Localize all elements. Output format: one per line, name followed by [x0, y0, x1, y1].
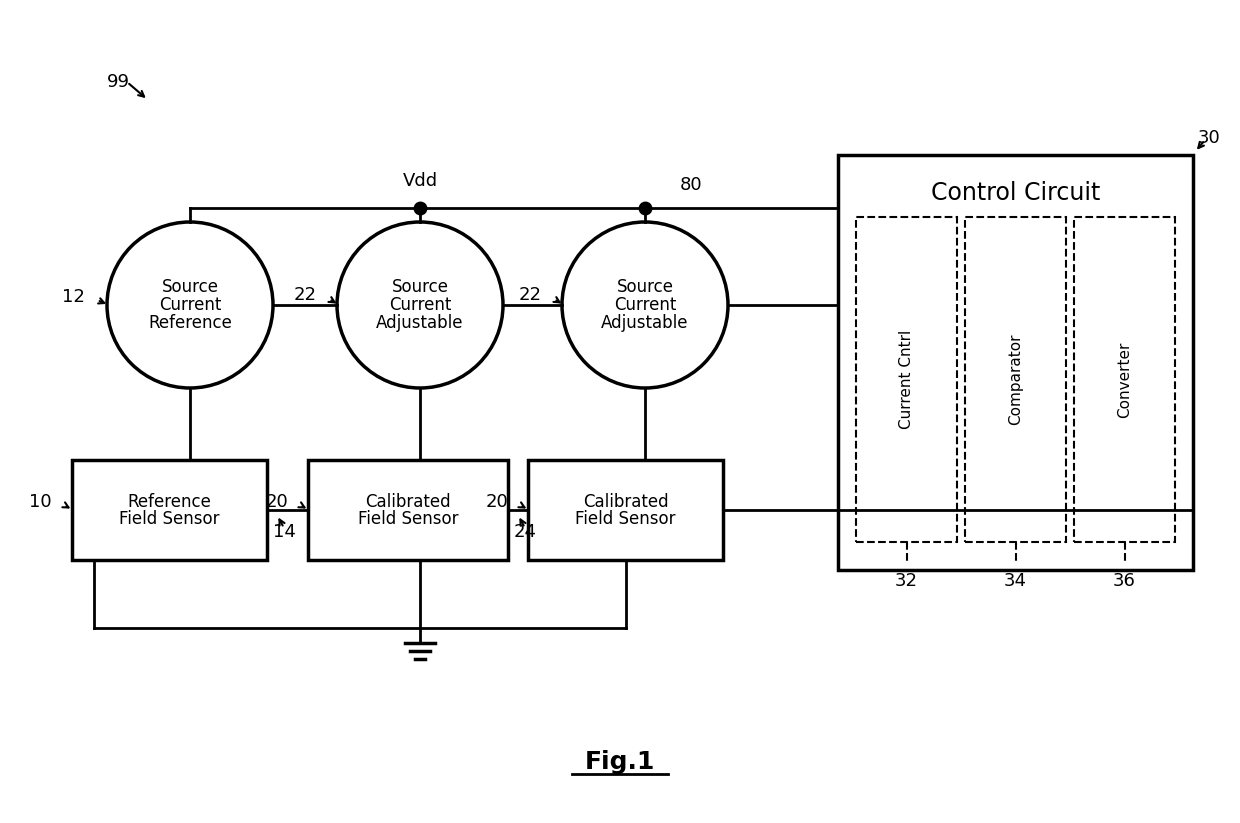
Text: 36: 36 — [1114, 572, 1136, 590]
Text: Source: Source — [392, 278, 449, 296]
Text: Source: Source — [161, 278, 218, 296]
Text: Calibrated: Calibrated — [366, 492, 451, 510]
Text: Reference: Reference — [148, 314, 232, 332]
Text: 14: 14 — [273, 523, 295, 541]
Text: 12: 12 — [62, 288, 86, 306]
Text: 30: 30 — [1198, 129, 1220, 147]
FancyBboxPatch shape — [838, 155, 1193, 570]
Text: 20: 20 — [265, 493, 288, 511]
Text: Source: Source — [616, 278, 673, 296]
Text: Calibrated: Calibrated — [583, 492, 668, 510]
Text: Converter: Converter — [1117, 342, 1132, 418]
FancyBboxPatch shape — [856, 217, 957, 542]
Text: Adjustable: Adjustable — [601, 314, 688, 332]
Text: Current: Current — [389, 296, 451, 314]
Text: 80: 80 — [680, 176, 703, 194]
FancyBboxPatch shape — [965, 217, 1066, 542]
FancyBboxPatch shape — [528, 460, 723, 560]
Text: Current: Current — [159, 296, 221, 314]
Circle shape — [107, 222, 273, 388]
Text: 10: 10 — [30, 493, 52, 511]
Text: 99: 99 — [107, 73, 129, 91]
Text: Comparator: Comparator — [1008, 334, 1023, 425]
Text: 34: 34 — [1004, 572, 1027, 590]
Text: 22: 22 — [294, 286, 317, 304]
Circle shape — [337, 222, 503, 388]
FancyBboxPatch shape — [1074, 217, 1176, 542]
Text: Adjustable: Adjustable — [376, 314, 464, 332]
Text: Current: Current — [614, 296, 676, 314]
Circle shape — [562, 222, 728, 388]
Text: Fig.1: Fig.1 — [585, 750, 655, 774]
Text: Current Cntrl: Current Cntrl — [899, 330, 914, 429]
Text: 22: 22 — [520, 286, 542, 304]
Text: Field Sensor: Field Sensor — [358, 509, 459, 528]
FancyBboxPatch shape — [72, 460, 267, 560]
Text: Field Sensor: Field Sensor — [575, 509, 676, 528]
Text: Vdd: Vdd — [403, 172, 438, 190]
Text: Reference: Reference — [128, 492, 212, 510]
Text: Field Sensor: Field Sensor — [119, 509, 219, 528]
Text: 24: 24 — [513, 523, 537, 541]
Text: 32: 32 — [895, 572, 918, 590]
Text: Control Circuit: Control Circuit — [931, 181, 1100, 205]
FancyBboxPatch shape — [308, 460, 508, 560]
Text: 20: 20 — [485, 493, 508, 511]
